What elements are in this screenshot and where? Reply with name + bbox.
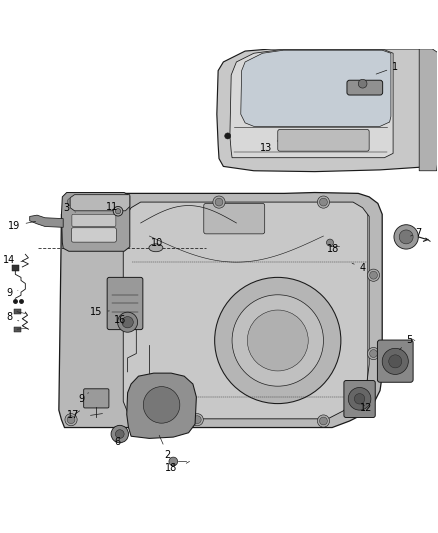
Text: 14: 14 — [3, 255, 23, 264]
Polygon shape — [70, 195, 130, 211]
Circle shape — [111, 425, 128, 443]
Polygon shape — [123, 202, 369, 419]
Circle shape — [122, 317, 133, 328]
Polygon shape — [61, 192, 130, 251]
Polygon shape — [217, 49, 437, 172]
Text: 5: 5 — [399, 335, 413, 350]
Text: 1: 1 — [376, 62, 398, 74]
Text: 10: 10 — [151, 238, 163, 248]
Text: 3: 3 — [64, 203, 75, 213]
Polygon shape — [419, 49, 438, 171]
Ellipse shape — [113, 206, 123, 216]
Circle shape — [358, 79, 367, 88]
Circle shape — [215, 198, 223, 206]
Circle shape — [367, 348, 380, 360]
Circle shape — [193, 416, 201, 424]
FancyBboxPatch shape — [84, 389, 109, 408]
Text: 18: 18 — [327, 244, 339, 254]
Ellipse shape — [116, 208, 120, 214]
Circle shape — [215, 277, 341, 403]
FancyBboxPatch shape — [347, 80, 383, 95]
Circle shape — [116, 430, 124, 439]
Circle shape — [225, 133, 231, 139]
Bar — [12, 265, 19, 271]
FancyBboxPatch shape — [71, 228, 117, 242]
Circle shape — [67, 198, 75, 206]
FancyBboxPatch shape — [344, 381, 375, 417]
Text: 11: 11 — [106, 203, 119, 212]
Text: 2: 2 — [159, 435, 171, 459]
FancyBboxPatch shape — [278, 130, 369, 151]
Polygon shape — [30, 215, 63, 228]
Circle shape — [370, 350, 378, 358]
FancyBboxPatch shape — [72, 214, 116, 227]
Circle shape — [348, 387, 371, 410]
Text: 7: 7 — [410, 228, 421, 238]
Circle shape — [247, 310, 308, 371]
Circle shape — [318, 415, 329, 427]
Text: 8: 8 — [6, 312, 19, 321]
Circle shape — [67, 416, 75, 424]
Text: 9: 9 — [6, 288, 18, 297]
Bar — [14, 327, 21, 332]
Polygon shape — [59, 192, 382, 427]
FancyBboxPatch shape — [107, 277, 143, 329]
Circle shape — [143, 386, 180, 423]
Circle shape — [399, 230, 413, 244]
Text: 13: 13 — [260, 141, 278, 153]
Circle shape — [382, 349, 408, 374]
Circle shape — [389, 355, 402, 368]
Text: 19: 19 — [8, 221, 35, 231]
Bar — [14, 309, 21, 314]
Circle shape — [320, 417, 327, 425]
Text: 9: 9 — [79, 393, 88, 404]
Circle shape — [169, 457, 178, 466]
Text: 15: 15 — [90, 307, 110, 317]
Text: 18: 18 — [165, 463, 177, 473]
Circle shape — [118, 312, 138, 332]
Circle shape — [354, 393, 365, 404]
Text: 4: 4 — [352, 263, 366, 273]
Circle shape — [232, 295, 323, 386]
Circle shape — [394, 225, 418, 249]
Circle shape — [65, 196, 77, 208]
Polygon shape — [241, 50, 391, 126]
Circle shape — [367, 269, 380, 281]
Circle shape — [318, 196, 329, 208]
Circle shape — [191, 414, 203, 426]
Circle shape — [326, 239, 333, 246]
FancyBboxPatch shape — [204, 204, 265, 234]
Circle shape — [370, 271, 378, 279]
Text: 17: 17 — [67, 410, 80, 421]
Circle shape — [65, 414, 77, 426]
Text: 16: 16 — [114, 314, 126, 325]
Circle shape — [213, 196, 225, 208]
Polygon shape — [230, 50, 393, 158]
Ellipse shape — [149, 244, 163, 252]
FancyBboxPatch shape — [378, 340, 413, 382]
Circle shape — [320, 198, 327, 206]
Text: 6: 6 — [115, 437, 120, 447]
Text: 12: 12 — [360, 403, 372, 413]
Polygon shape — [127, 373, 196, 439]
